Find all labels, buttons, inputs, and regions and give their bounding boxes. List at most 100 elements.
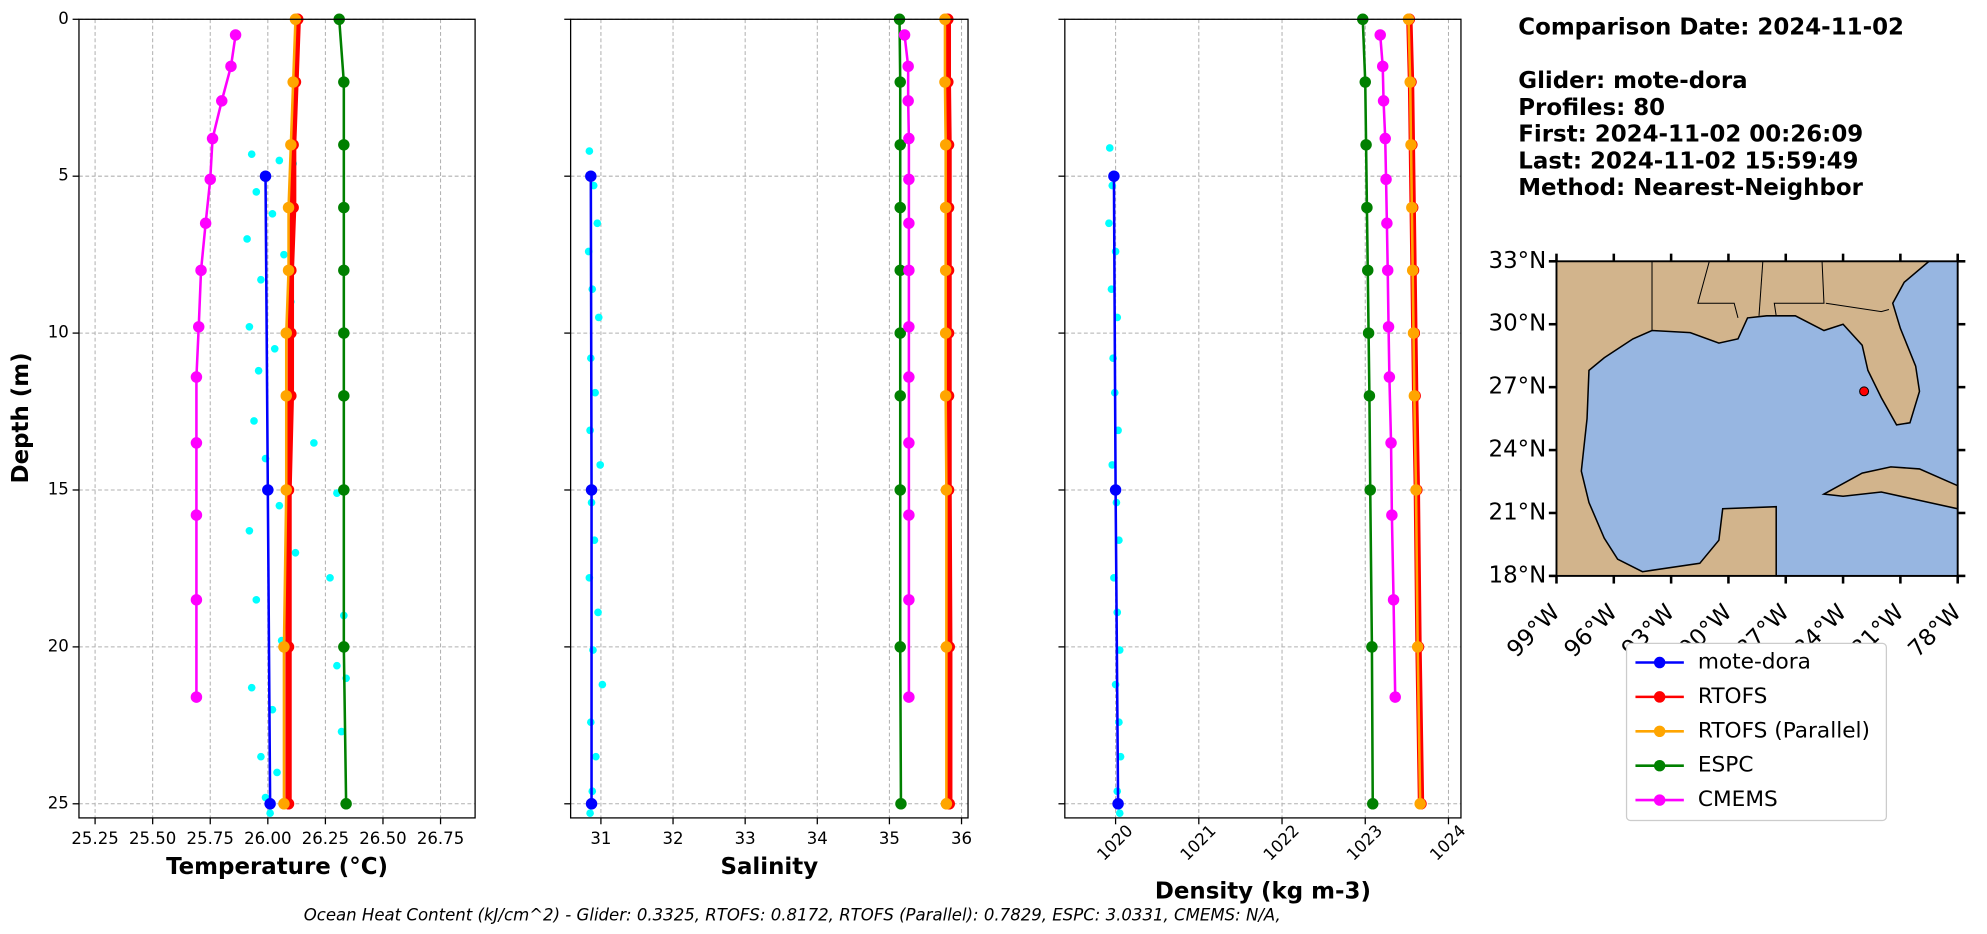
legend-marker (1653, 656, 1666, 669)
series-point (1381, 217, 1393, 229)
series-point (894, 264, 906, 277)
glider-point (1105, 144, 1114, 152)
x-tick-label: 26.25 (302, 829, 349, 848)
series-point (1407, 327, 1420, 339)
series-line (1407, 19, 1422, 804)
glider-point (593, 219, 602, 228)
y-tick-label: 27°N (1489, 374, 1547, 400)
series-line (1361, 19, 1375, 804)
series-point (903, 594, 915, 606)
series-point (903, 509, 915, 521)
series-point (894, 327, 906, 339)
glider-point (273, 768, 281, 777)
glider-point (592, 752, 600, 761)
series-point (1364, 484, 1376, 496)
info-line: Glider: mote-dora (1518, 68, 1747, 94)
series-point (903, 437, 915, 449)
series-point (338, 76, 350, 88)
y-tick-label: 25 (48, 793, 69, 812)
series-point (338, 641, 350, 653)
glider-point (268, 210, 277, 218)
info-line: Method: Nearest-Neighbor (1518, 175, 1863, 201)
glider-point (585, 147, 594, 155)
series-point (1362, 264, 1374, 277)
series-point (225, 60, 237, 73)
y-tick-label: 33°N (1489, 248, 1547, 274)
x-tick-label: 32 (663, 829, 684, 848)
series-point (939, 327, 952, 339)
legend-label: CMEMS (1698, 787, 1778, 812)
x-tick-label: 96°W (1560, 599, 1623, 662)
glider-point (1115, 809, 1124, 818)
x-tick-label: 26.50 (359, 829, 406, 848)
series-point (280, 327, 292, 339)
glider-point (291, 548, 300, 557)
glider-point (257, 752, 265, 761)
series-point (1109, 484, 1122, 496)
series-point (340, 798, 352, 810)
series-point (903, 371, 915, 383)
series-point (259, 170, 272, 182)
series-point (280, 390, 292, 402)
series-point (898, 29, 911, 41)
legend-marker (1653, 691, 1666, 703)
glider-point (266, 809, 274, 818)
footnote: Ocean Heat Content (kJ/cm^2) - Glider: 0… (304, 905, 1281, 924)
border (1825, 302, 1890, 313)
series-point (895, 798, 907, 810)
series-point (585, 798, 598, 810)
x-tick-label: 1021 (1176, 821, 1219, 864)
glider-point (1108, 461, 1117, 469)
series-point (1381, 264, 1394, 277)
series-line (337, 19, 348, 804)
series-point (190, 691, 203, 703)
legend-marker (1653, 794, 1666, 806)
x-tick-label: 35 (879, 829, 900, 848)
series-point (940, 798, 953, 810)
series-point (190, 371, 203, 383)
legend-marker (1653, 725, 1666, 738)
glider-point (247, 150, 256, 159)
glider-location (1859, 386, 1870, 397)
series-point (229, 29, 242, 41)
series-point (278, 798, 290, 810)
plot-frame (1064, 18, 1462, 819)
glider-point (598, 680, 607, 689)
border (1697, 261, 1739, 319)
series-point (1389, 691, 1401, 703)
x-tick-label: 1020 (1093, 821, 1136, 864)
glider-point (586, 426, 594, 435)
series-point (894, 390, 906, 402)
series-point (1376, 60, 1389, 73)
info-line: Profiles: 80 (1518, 95, 1665, 121)
legend-marker (1653, 759, 1666, 772)
series-point (1382, 321, 1395, 333)
series-point (282, 264, 295, 277)
legend-label: mote-dora (1698, 650, 1811, 675)
glider-point (254, 366, 263, 375)
glider-point (245, 322, 254, 331)
map-frame (1555, 260, 1959, 577)
series-point (287, 76, 299, 88)
glider-point (247, 683, 256, 692)
series-point (195, 264, 207, 277)
glider-point (245, 526, 254, 535)
glider-point (280, 250, 288, 259)
series-point (939, 76, 951, 88)
series-point (338, 327, 350, 339)
series-point (940, 484, 953, 496)
legend-label: RTOFS (1698, 684, 1768, 709)
border (1773, 261, 1825, 316)
x-axis-label: Temperature (°C) (166, 854, 388, 880)
series-point (338, 264, 350, 277)
y-tick-label: 30°N (1489, 311, 1547, 337)
series-point (1112, 798, 1124, 810)
x-tick-label: 34 (807, 829, 828, 848)
x-tick-label: 1023 (1343, 821, 1386, 864)
series-point (903, 132, 915, 145)
series-point (190, 437, 203, 449)
series-point (894, 484, 906, 496)
series-point (338, 484, 350, 496)
info-line: Last: 2024-11-02 15:59:49 (1518, 148, 1858, 174)
x-tick-label: 1024 (1426, 821, 1469, 864)
